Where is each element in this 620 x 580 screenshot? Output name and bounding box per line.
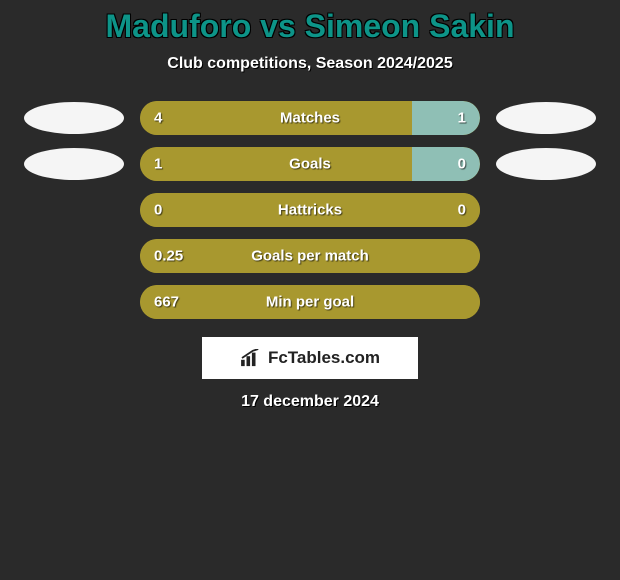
stat-value-right: 0 — [458, 202, 466, 219]
stat-value-left: 1 — [154, 156, 162, 173]
stat-value-left: 0 — [154, 202, 162, 219]
stat-label: Goals per match — [251, 248, 369, 265]
page-title: Maduforo vs Simeon Sakin — [0, 8, 620, 45]
stat-bar: 667 Min per goal — [140, 285, 480, 319]
stat-label: Goals — [289, 156, 331, 173]
stat-value-left: 667 — [154, 294, 179, 311]
stat-row: 667 Min per goal — [0, 285, 620, 319]
bar-segment-left — [140, 147, 412, 181]
player-oval-right — [496, 102, 596, 134]
player-oval-right — [496, 148, 596, 180]
stat-row: 0 Hattricks 0 — [0, 193, 620, 227]
stat-bar: 4 Matches 1 — [140, 101, 480, 135]
subtitle: Club competitions, Season 2024/2025 — [0, 55, 620, 73]
stat-value-left: 4 — [154, 110, 162, 127]
stats-rows: 4 Matches 1 1 Goals 0 0 Hattricks 0 0.25 Goals per… — [0, 101, 620, 319]
stat-value-right: 1 — [458, 110, 466, 127]
stat-value-right: 0 — [458, 156, 466, 173]
player-oval-left — [24, 148, 124, 180]
bar-segment-right — [412, 101, 480, 135]
stat-label: Min per goal — [266, 294, 354, 311]
bar-segment-left — [140, 101, 412, 135]
stat-bar: 0 Hattricks 0 — [140, 193, 480, 227]
stat-label: Matches — [280, 110, 340, 127]
logo-text: FcTables.com — [268, 348, 380, 368]
stat-row: 1 Goals 0 — [0, 147, 620, 181]
date-label: 17 december 2024 — [0, 393, 620, 411]
player-oval-left — [24, 102, 124, 134]
chart-container: Maduforo vs Simeon Sakin Club competitio… — [0, 0, 620, 411]
stat-bar: 1 Goals 0 — [140, 147, 480, 181]
logo-box[interactable]: FcTables.com — [202, 337, 418, 379]
stat-row: 4 Matches 1 — [0, 101, 620, 135]
stat-row: 0.25 Goals per match — [0, 239, 620, 273]
stat-bar: 0.25 Goals per match — [140, 239, 480, 273]
bar-segment-right — [412, 147, 480, 181]
stat-value-left: 0.25 — [154, 248, 183, 265]
stat-label: Hattricks — [278, 202, 342, 219]
chart-icon — [240, 349, 262, 367]
